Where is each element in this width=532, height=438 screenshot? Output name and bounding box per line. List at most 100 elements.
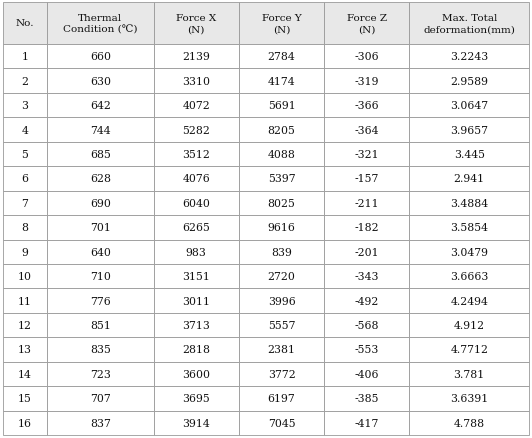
Bar xyxy=(239,69,324,94)
Text: Thermal
Condition (℃): Thermal Condition (℃) xyxy=(63,14,137,34)
Bar xyxy=(154,94,239,118)
Bar xyxy=(410,3,529,45)
Text: 685: 685 xyxy=(90,150,111,159)
Bar xyxy=(239,289,324,313)
Bar xyxy=(154,118,239,142)
Text: 835: 835 xyxy=(90,345,111,355)
Bar xyxy=(3,94,47,118)
Text: 642: 642 xyxy=(90,101,111,111)
Text: 3.4884: 3.4884 xyxy=(450,198,488,208)
Text: 1: 1 xyxy=(21,52,29,62)
Text: 837: 837 xyxy=(90,418,111,428)
Bar xyxy=(3,3,47,45)
Bar xyxy=(239,362,324,386)
Bar xyxy=(239,191,324,215)
Bar xyxy=(410,167,529,191)
Bar xyxy=(47,191,154,215)
Text: 630: 630 xyxy=(90,77,111,86)
Bar xyxy=(410,215,529,240)
Bar xyxy=(324,289,410,313)
Text: -568: -568 xyxy=(354,320,379,330)
Text: 4.7712: 4.7712 xyxy=(450,345,488,355)
Text: 2381: 2381 xyxy=(268,345,295,355)
Bar xyxy=(154,45,239,69)
Bar xyxy=(410,338,529,362)
Text: 10: 10 xyxy=(18,272,32,282)
Bar xyxy=(154,289,239,313)
Text: 9: 9 xyxy=(21,247,28,257)
Text: -343: -343 xyxy=(354,272,379,282)
Text: -417: -417 xyxy=(355,418,379,428)
Bar xyxy=(324,362,410,386)
Text: 3.2243: 3.2243 xyxy=(450,52,488,62)
Bar xyxy=(410,313,529,338)
Bar xyxy=(239,94,324,118)
Text: -366: -366 xyxy=(354,101,379,111)
Text: 4.788: 4.788 xyxy=(454,418,485,428)
Text: 5: 5 xyxy=(21,150,28,159)
Bar xyxy=(3,313,47,338)
Text: 3713: 3713 xyxy=(182,320,210,330)
Bar xyxy=(410,386,529,411)
Text: 3151: 3151 xyxy=(182,272,210,282)
Text: -492: -492 xyxy=(355,296,379,306)
Text: 3914: 3914 xyxy=(182,418,210,428)
Bar xyxy=(47,289,154,313)
Bar xyxy=(154,3,239,45)
Bar xyxy=(154,191,239,215)
Bar xyxy=(3,69,47,94)
Text: 13: 13 xyxy=(18,345,32,355)
Text: 16: 16 xyxy=(18,418,32,428)
Bar xyxy=(47,3,154,45)
Text: Force Y
(N): Force Y (N) xyxy=(262,14,302,34)
Text: 4076: 4076 xyxy=(182,174,210,184)
Bar xyxy=(239,265,324,289)
Bar xyxy=(324,338,410,362)
Bar xyxy=(47,167,154,191)
Text: Max. Total
deformation(mm): Max. Total deformation(mm) xyxy=(423,14,515,34)
Bar xyxy=(47,338,154,362)
Bar xyxy=(47,265,154,289)
Bar xyxy=(410,362,529,386)
Bar xyxy=(239,118,324,142)
Text: 3.445: 3.445 xyxy=(454,150,485,159)
Text: 839: 839 xyxy=(271,247,292,257)
Bar xyxy=(410,265,529,289)
Bar xyxy=(324,45,410,69)
Text: -385: -385 xyxy=(354,393,379,403)
Text: -182: -182 xyxy=(354,223,379,233)
Text: 3695: 3695 xyxy=(182,393,210,403)
Text: 3996: 3996 xyxy=(268,296,295,306)
Bar xyxy=(3,215,47,240)
Text: No.: No. xyxy=(16,19,34,28)
Bar xyxy=(324,118,410,142)
Bar xyxy=(154,167,239,191)
Bar xyxy=(47,215,154,240)
Bar xyxy=(324,215,410,240)
Text: 8205: 8205 xyxy=(268,125,295,135)
Text: 2720: 2720 xyxy=(268,272,295,282)
Text: 5691: 5691 xyxy=(268,101,295,111)
Text: 2139: 2139 xyxy=(182,52,210,62)
Text: 12: 12 xyxy=(18,320,32,330)
Bar xyxy=(3,167,47,191)
Bar xyxy=(3,45,47,69)
Bar xyxy=(239,240,324,265)
Text: Force X
(N): Force X (N) xyxy=(176,14,217,34)
Text: 701: 701 xyxy=(90,223,111,233)
Bar xyxy=(3,265,47,289)
Bar xyxy=(47,142,154,167)
Text: 3.6663: 3.6663 xyxy=(450,272,488,282)
Bar xyxy=(324,3,410,45)
Text: 9616: 9616 xyxy=(268,223,295,233)
Text: 640: 640 xyxy=(90,247,111,257)
Text: 3.6391: 3.6391 xyxy=(450,393,488,403)
Bar xyxy=(3,362,47,386)
Text: 6040: 6040 xyxy=(182,198,210,208)
Bar xyxy=(154,411,239,435)
Bar xyxy=(3,142,47,167)
Text: -211: -211 xyxy=(354,198,379,208)
Text: 4088: 4088 xyxy=(268,150,295,159)
Bar xyxy=(154,69,239,94)
Text: 3512: 3512 xyxy=(182,150,210,159)
